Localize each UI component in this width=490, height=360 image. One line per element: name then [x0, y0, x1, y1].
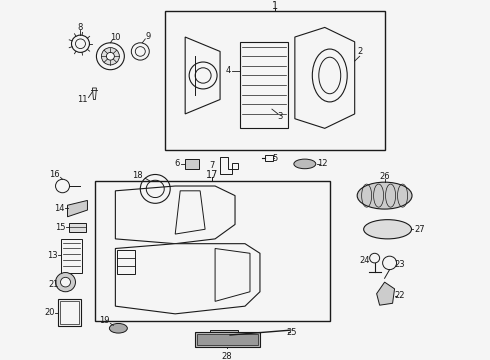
Circle shape	[72, 35, 90, 53]
Text: 13: 13	[47, 251, 58, 260]
Text: 27: 27	[414, 225, 425, 234]
Text: 7: 7	[209, 161, 215, 170]
Polygon shape	[220, 157, 238, 175]
Polygon shape	[69, 222, 86, 232]
Circle shape	[106, 53, 114, 60]
Bar	[197, 334, 258, 345]
Bar	[61, 239, 82, 273]
Bar	[165, 11, 385, 150]
Text: 11: 11	[77, 95, 88, 104]
Text: 17: 17	[206, 170, 218, 180]
Polygon shape	[215, 248, 250, 301]
Text: 19: 19	[99, 316, 110, 325]
Polygon shape	[93, 88, 97, 99]
Bar	[210, 330, 238, 342]
Circle shape	[195, 68, 211, 83]
Text: 8: 8	[78, 23, 83, 32]
Ellipse shape	[364, 220, 412, 239]
Circle shape	[97, 43, 124, 70]
Text: 12: 12	[318, 159, 328, 168]
Ellipse shape	[357, 182, 412, 209]
Text: 21: 21	[49, 280, 59, 289]
Text: 2: 2	[357, 47, 362, 56]
Bar	[195, 332, 260, 347]
Polygon shape	[175, 191, 205, 234]
Circle shape	[61, 277, 71, 287]
Text: 24: 24	[359, 256, 370, 265]
Text: 25: 25	[287, 328, 297, 337]
Circle shape	[131, 43, 149, 60]
Bar	[96, 181, 330, 320]
Text: 18: 18	[132, 171, 143, 180]
Circle shape	[189, 62, 217, 89]
Ellipse shape	[294, 159, 316, 169]
Text: 23: 23	[394, 260, 405, 269]
Circle shape	[369, 253, 380, 263]
Circle shape	[75, 39, 85, 49]
Bar	[57, 300, 81, 327]
Text: 14: 14	[54, 204, 65, 213]
Circle shape	[135, 47, 145, 56]
Text: 22: 22	[394, 291, 405, 300]
Circle shape	[383, 256, 396, 270]
Circle shape	[55, 273, 75, 292]
Text: 6: 6	[174, 159, 180, 168]
Text: 26: 26	[379, 172, 390, 181]
Polygon shape	[295, 27, 355, 129]
Polygon shape	[377, 282, 394, 305]
Ellipse shape	[312, 49, 347, 102]
Polygon shape	[115, 244, 260, 314]
Bar	[118, 251, 135, 274]
Polygon shape	[115, 186, 235, 244]
Text: 4: 4	[225, 66, 231, 75]
Text: 1: 1	[272, 1, 278, 11]
Circle shape	[101, 48, 120, 65]
Text: 5: 5	[272, 154, 277, 163]
Text: 3: 3	[277, 112, 283, 121]
Bar	[240, 42, 288, 129]
Text: 20: 20	[44, 309, 55, 318]
Polygon shape	[185, 37, 220, 114]
Text: 16: 16	[49, 170, 60, 179]
Text: 10: 10	[110, 32, 121, 41]
Text: 15: 15	[55, 223, 66, 232]
Bar	[265, 155, 273, 161]
Polygon shape	[68, 201, 87, 217]
Bar	[185, 159, 199, 169]
Text: 9: 9	[146, 32, 151, 41]
Text: 28: 28	[222, 352, 232, 360]
Circle shape	[55, 179, 70, 193]
Bar	[59, 301, 79, 324]
Ellipse shape	[109, 324, 127, 333]
